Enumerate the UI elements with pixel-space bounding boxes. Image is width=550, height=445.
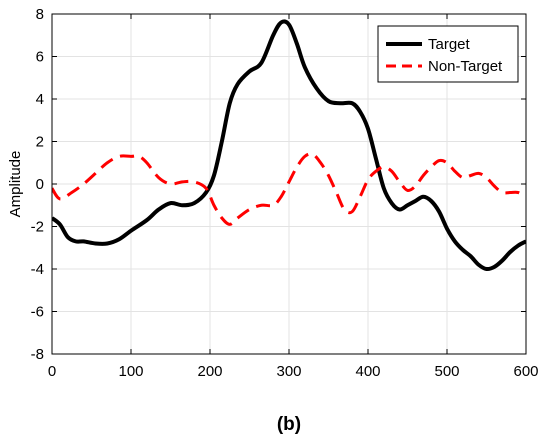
y-tick-label: 6 [36, 49, 44, 66]
panel-label: (b) [277, 414, 301, 435]
legend: Target Non-Target [377, 25, 519, 83]
y-tick-label: 0 [36, 176, 44, 193]
y-axis-label: Amplitude [7, 151, 24, 218]
y-tick-label: 2 [36, 134, 44, 151]
y-tick-label: 8 [36, 6, 44, 23]
x-tick-label: 0 [48, 363, 56, 380]
legend-label-target: Target [428, 36, 471, 53]
x-tick-label: 500 [434, 363, 459, 380]
y-tick-label: 4 [36, 91, 44, 108]
x-tick-label: 300 [276, 363, 301, 380]
series-layer [52, 19, 526, 272]
x-tick-label: 600 [513, 363, 538, 380]
x-tick-label: 100 [118, 363, 143, 380]
tick-labels: 0 100 200 300 400 500 600 -8 -6 -4 -2 0 2 4 6 8 [31, 6, 539, 380]
x-tick-label: 400 [355, 363, 380, 380]
series-line-non-target [52, 152, 526, 226]
x-tick-label: 200 [197, 363, 222, 380]
axes-frame [51, 13, 527, 355]
series-line-target [52, 19, 526, 272]
y-tick-label: -6 [31, 304, 44, 321]
y-tick-label: -2 [31, 219, 44, 236]
legend-box [377, 25, 519, 83]
legend-label-non-target: Non-Target [428, 58, 503, 75]
y-tick-label: -8 [31, 346, 44, 363]
y-tick-label: -4 [31, 261, 44, 278]
